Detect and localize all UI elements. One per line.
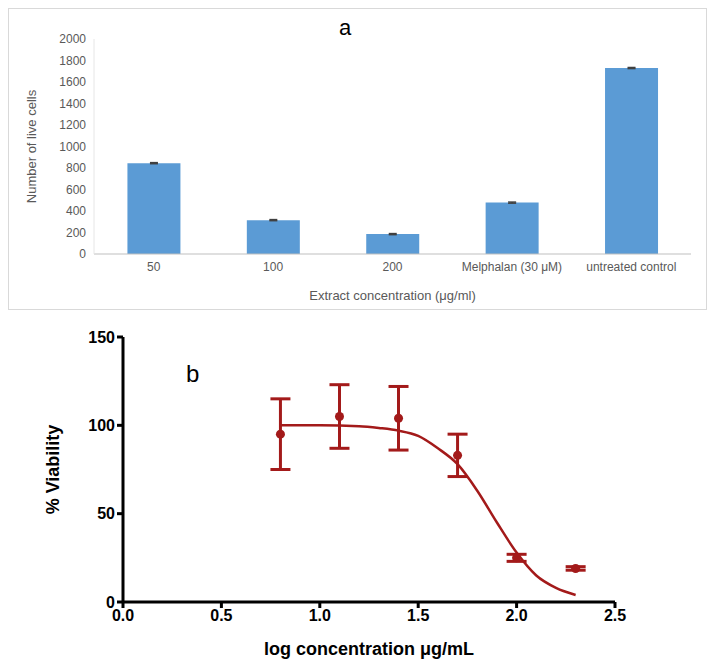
svg-text:Melphalan (30 μM): Melphalan (30 μM) [462, 260, 562, 274]
html-text:a: a [339, 15, 352, 40]
svg-text:Number of live cells: Number of live cells [24, 89, 39, 203]
svg-text:Extract concentration (μg/ml): Extract concentration (μg/ml) [309, 288, 475, 303]
svg-text:150: 150 [88, 329, 115, 346]
svg-text:1.0: 1.0 [309, 607, 331, 624]
svg-text:log concentration μg/mL: log concentration μg/mL [264, 639, 474, 659]
svg-text:1400: 1400 [59, 97, 86, 111]
svg-text:100: 100 [263, 260, 283, 274]
svg-text:0: 0 [106, 594, 115, 611]
svg-text:0.5: 0.5 [210, 607, 232, 624]
svg-text:1600: 1600 [59, 75, 86, 89]
svg-text:1800: 1800 [59, 54, 86, 68]
html-text:b: b [186, 360, 200, 387]
svg-text:50: 50 [147, 260, 161, 274]
svg-text:2000: 2000 [59, 32, 86, 46]
svg-text:0.0: 0.0 [112, 607, 134, 624]
svg-text:2.5: 2.5 [604, 607, 626, 624]
svg-text:1200: 1200 [59, 118, 86, 132]
svg-text:50: 50 [97, 505, 115, 522]
svg-text:untreated control: untreated control [586, 260, 676, 274]
svg-text:0: 0 [79, 247, 86, 261]
svg-text:600: 600 [66, 183, 86, 197]
svg-text:2.0: 2.0 [505, 607, 527, 624]
svg-text:800: 800 [66, 161, 86, 175]
svg-text:% Viability: % Viability [43, 425, 63, 515]
svg-text:200: 200 [66, 226, 86, 240]
svg-text:200: 200 [382, 260, 402, 274]
svg-text:100: 100 [88, 417, 115, 434]
svg-text:400: 400 [66, 204, 86, 218]
svg-text:1.5: 1.5 [407, 607, 429, 624]
svg-text:1000: 1000 [59, 140, 86, 154]
